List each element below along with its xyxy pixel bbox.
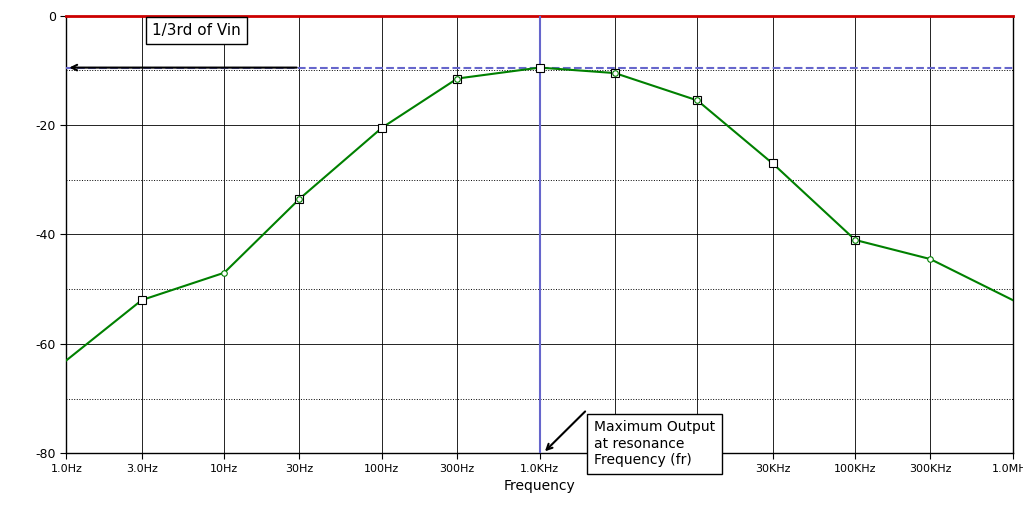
Text: Maximum Output
at resonance
Frequency (fr): Maximum Output at resonance Frequency (f… (593, 420, 715, 467)
Text: 1/3rd of Vin: 1/3rd of Vin (152, 23, 241, 38)
X-axis label: Frequency: Frequency (503, 479, 576, 493)
